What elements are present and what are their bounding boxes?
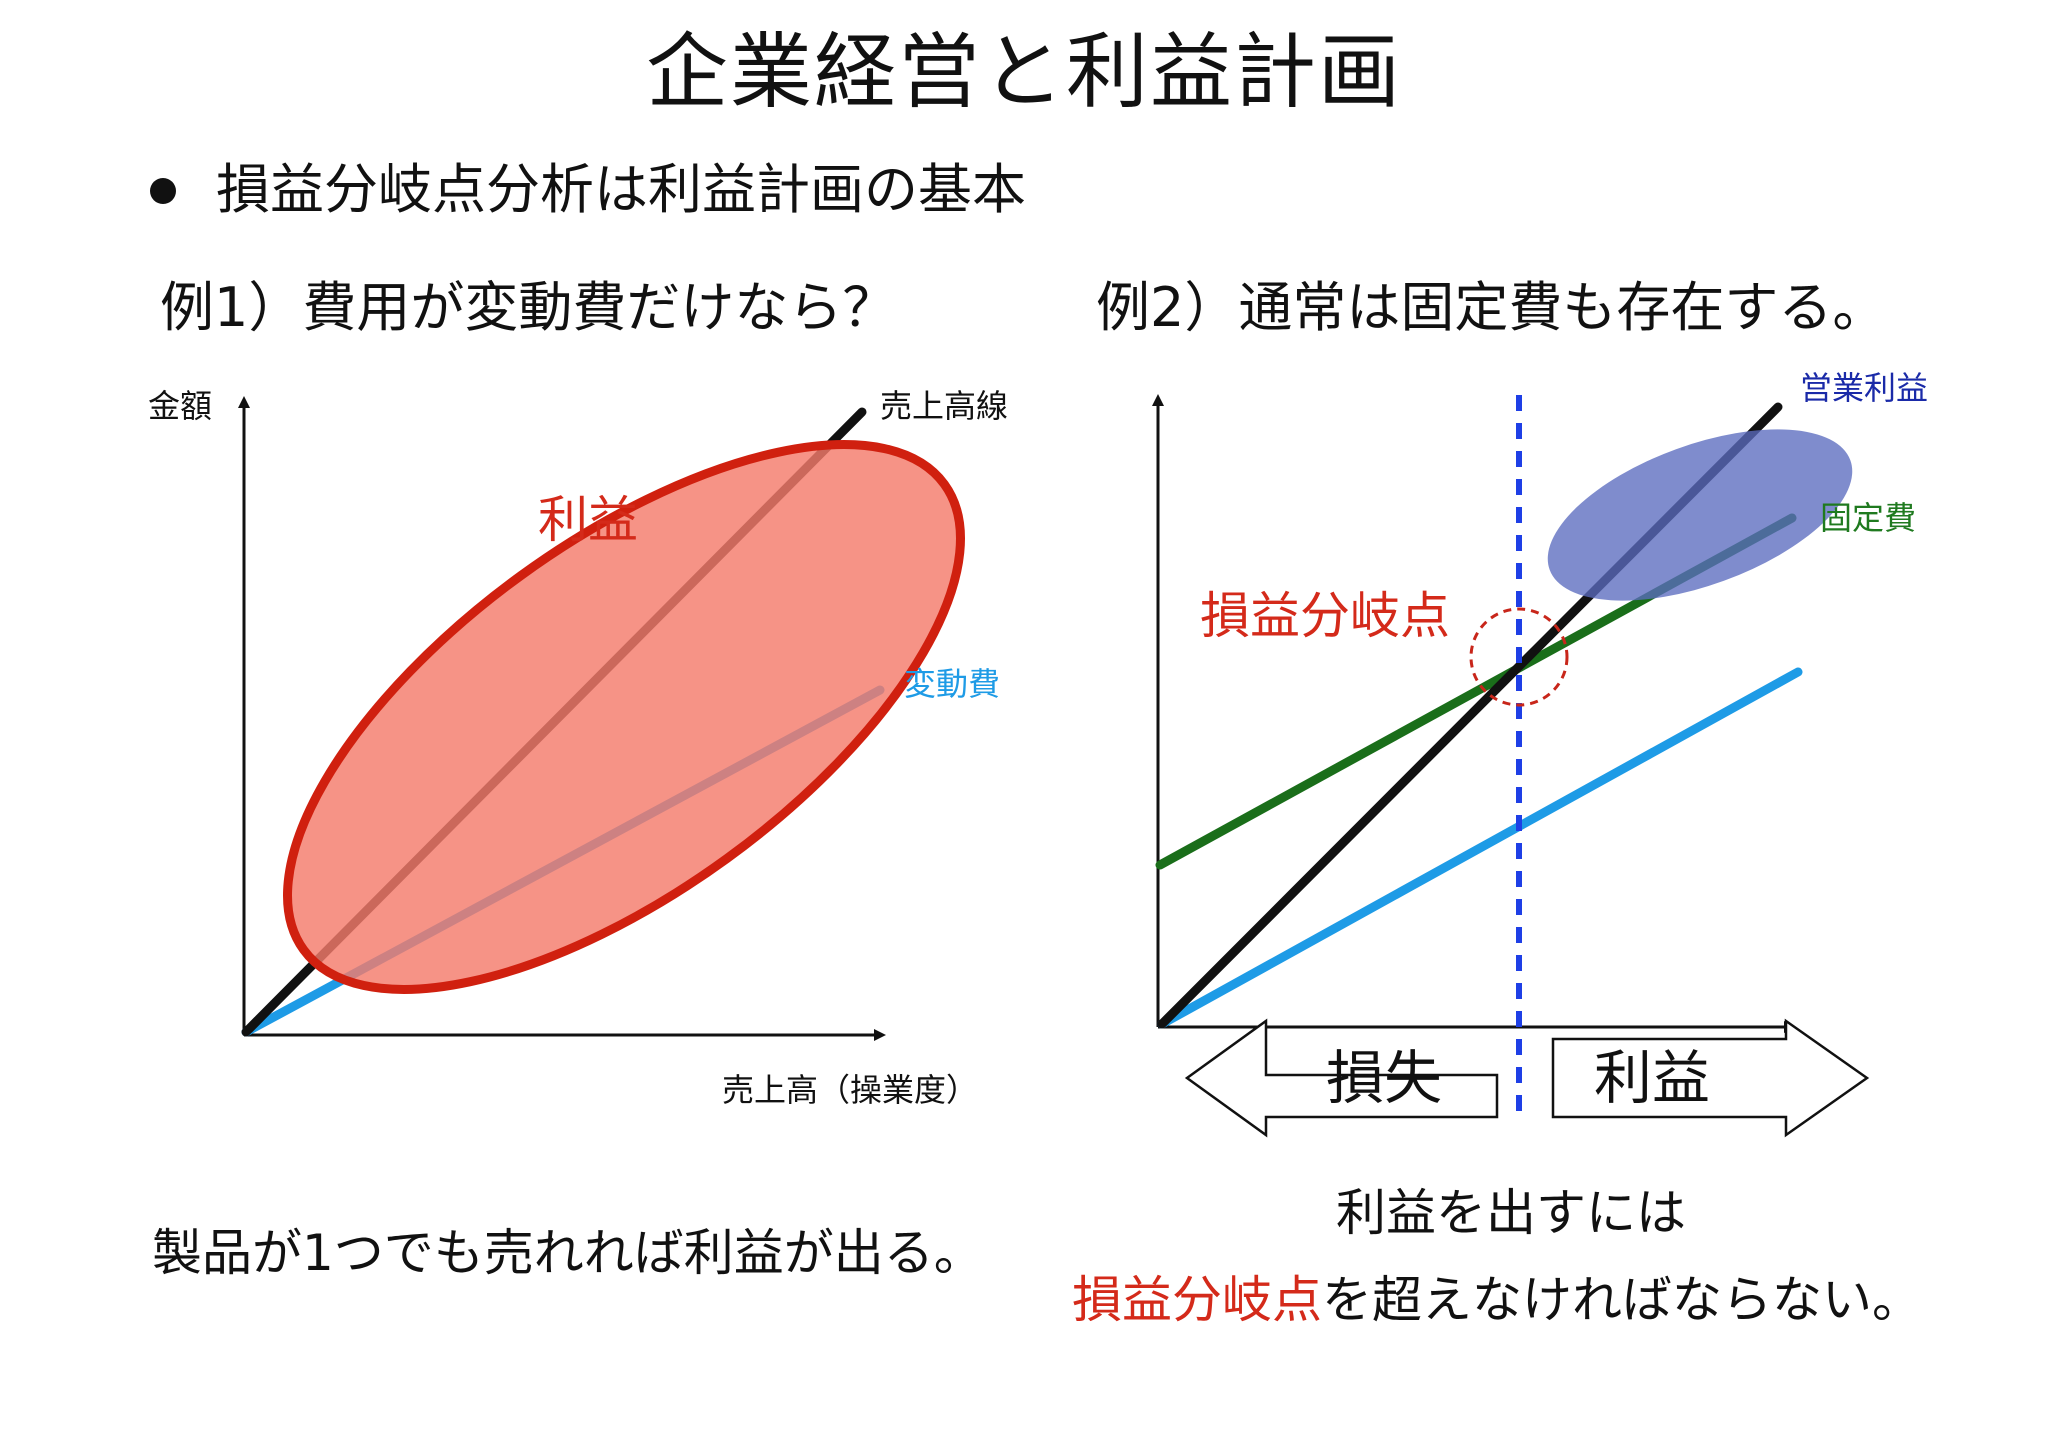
example2-caption-rest: を超えなければならない。 [1322, 1271, 1922, 1329]
example2-diagram [1152, 394, 1870, 1138]
example2-caption-line2: 損益分岐点を超えなければならない。 [1072, 1265, 1922, 1335]
bullet-text: 損益分岐点分析は利益計画の基本 [216, 158, 1026, 221]
example2-caption-line1: 利益を出すには [1336, 1184, 1686, 1242]
example1-x-axis-label: 売上高（操業度） [722, 1071, 979, 1109]
example2-loss-label: 損失 [1326, 1044, 1443, 1112]
example1-heading: 例1）費用が変動費だけなら？ [160, 276, 897, 339]
example2-profit-label: 利益 [1594, 1044, 1711, 1112]
example1-y-axis-label: 金額 [148, 387, 213, 425]
example1-caption: 製品が1つでも売れれば利益が出る。 [152, 1224, 984, 1282]
example1-profit-ellipse [283, 440, 965, 994]
example2-fixed-cost-label: 固定費 [1820, 499, 1917, 537]
profit-arrow-icon [1551, 1018, 1870, 1138]
bullet-dot-icon [150, 178, 176, 204]
example2-heading: 例2）通常は固定費も存在する。 [1096, 276, 1887, 339]
example2-variable-cost-line [1157, 667, 1803, 1029]
example1-variable-cost-label: 変動費 [904, 665, 1001, 703]
example1-diagram [238, 396, 965, 1041]
example2-caption-highlight: 損益分岐点 [1072, 1271, 1322, 1329]
page-title: 企業経営と利益計画 [645, 25, 1402, 120]
example1-profit-label: 利益 [538, 491, 638, 549]
example1-sales-line-label: 売上高線 [880, 387, 1009, 425]
loss-arrow-icon [1184, 1018, 1499, 1138]
example2-break-even-circle [1469, 607, 1569, 707]
example2-operating-profit-label: 営業利益 [1800, 369, 1929, 407]
example2-operating-profit-ellipse [1547, 429, 1853, 601]
example2-break-even-label: 損益分岐点 [1200, 587, 1450, 645]
